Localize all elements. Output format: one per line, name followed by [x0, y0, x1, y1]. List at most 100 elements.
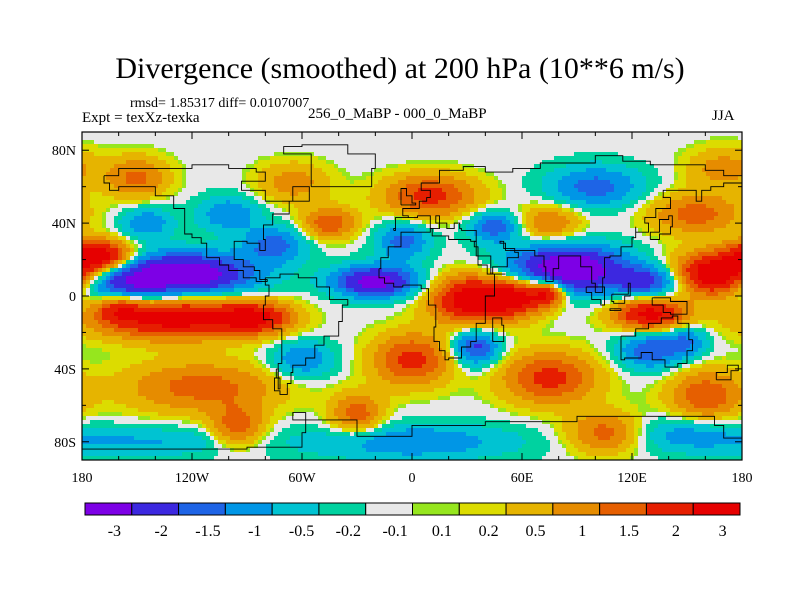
heatmap-cell	[102, 164, 107, 169]
heatmap-cell	[650, 136, 655, 141]
heatmap-cell	[178, 180, 183, 185]
heatmap-cell	[234, 228, 239, 233]
heatmap-cell	[278, 244, 283, 249]
heatmap-cell	[346, 200, 351, 205]
heatmap-cell	[402, 176, 407, 181]
heatmap-cell	[330, 248, 335, 253]
heatmap-cell	[718, 140, 723, 145]
heatmap-cell	[502, 236, 507, 241]
heatmap-cell	[586, 232, 591, 237]
heatmap-cell	[214, 248, 219, 253]
heatmap-cell	[286, 200, 291, 205]
heatmap-cell	[666, 136, 671, 141]
heatmap-cell	[658, 224, 663, 229]
heatmap-cell	[234, 156, 239, 161]
heatmap-cell	[202, 152, 207, 157]
heatmap-cell	[98, 232, 103, 237]
heatmap-cell	[190, 144, 195, 149]
heatmap-cell	[222, 172, 227, 177]
heatmap-cell	[626, 176, 631, 181]
heatmap-cell	[478, 196, 483, 201]
heatmap-cell	[442, 192, 447, 197]
heatmap-cell	[558, 192, 563, 197]
heatmap-cell	[570, 140, 575, 145]
heatmap-cell	[570, 248, 575, 253]
heatmap-cell	[470, 208, 475, 213]
heatmap-cell	[214, 172, 219, 177]
heatmap-cell	[94, 144, 99, 149]
heatmap-cell	[470, 148, 475, 153]
heatmap-cell	[674, 216, 679, 221]
heatmap-cell	[122, 152, 127, 157]
heatmap-cell	[210, 192, 215, 197]
heatmap-cell	[266, 212, 271, 217]
heatmap-cell	[314, 240, 319, 245]
heatmap-cell	[438, 208, 443, 213]
heatmap-cell	[622, 196, 627, 201]
heatmap-cell	[434, 176, 439, 181]
heatmap-cell	[378, 204, 383, 209]
heatmap-cell	[646, 244, 651, 249]
heatmap-cell	[350, 196, 355, 201]
heatmap-cell	[354, 232, 359, 237]
heatmap-cell	[310, 148, 315, 153]
heatmap-cell	[310, 180, 315, 185]
heatmap-cell	[562, 212, 567, 217]
heatmap-cell	[586, 228, 591, 233]
heatmap-cell	[486, 180, 491, 185]
heatmap-cell	[606, 236, 611, 241]
heatmap-cell	[502, 216, 507, 221]
heatmap-cell	[702, 212, 707, 217]
heatmap-cell	[566, 184, 571, 189]
heatmap-cell	[614, 176, 619, 181]
heatmap-cell	[738, 156, 742, 161]
heatmap-cell	[622, 232, 627, 237]
heatmap-cell	[566, 204, 571, 209]
heatmap-cell	[422, 232, 427, 237]
heatmap-cell	[438, 232, 443, 237]
heatmap-cell	[326, 156, 331, 161]
heatmap-cell	[318, 220, 323, 225]
heatmap-cell	[542, 160, 547, 165]
heatmap-cell	[138, 156, 143, 161]
heatmap-cell	[510, 144, 515, 149]
heatmap-cell	[198, 220, 203, 225]
heatmap-cell	[306, 244, 311, 249]
heatmap-cell	[110, 176, 115, 181]
heatmap-cell	[162, 176, 167, 181]
heatmap-cell	[306, 224, 311, 229]
heatmap-cell	[578, 164, 583, 169]
heatmap-cell	[110, 164, 115, 169]
heatmap-cell	[558, 220, 563, 225]
heatmap-cell	[278, 148, 283, 153]
heatmap-cell	[674, 176, 679, 181]
heatmap-cell	[162, 184, 167, 189]
heatmap-cell	[726, 172, 731, 177]
heatmap-cell	[90, 148, 95, 153]
heatmap-cell	[534, 172, 539, 177]
heatmap-cell	[642, 176, 647, 181]
heatmap-cell	[722, 140, 727, 145]
heatmap-cell	[418, 164, 423, 169]
heatmap-cell	[734, 216, 739, 221]
heatmap-cell	[146, 140, 151, 145]
heatmap-cell	[102, 216, 107, 221]
heatmap-cell	[434, 184, 439, 189]
heatmap-cell	[346, 216, 351, 221]
heatmap-cell	[198, 224, 203, 229]
heatmap-cell	[626, 140, 631, 145]
heatmap-cell	[466, 244, 471, 249]
heatmap-cell	[466, 208, 471, 213]
heatmap-cell	[414, 204, 419, 209]
heatmap-cell	[390, 204, 395, 209]
heatmap-cell	[186, 180, 191, 185]
heatmap-cell	[570, 180, 575, 185]
heatmap-cell	[566, 208, 571, 213]
heatmap-cell	[162, 232, 167, 237]
heatmap-cell	[274, 136, 279, 141]
heatmap-cell	[438, 188, 443, 193]
heatmap-cell	[326, 232, 331, 237]
heatmap-cell	[222, 240, 227, 245]
heatmap-cell	[290, 184, 295, 189]
heatmap-cell	[138, 244, 143, 249]
